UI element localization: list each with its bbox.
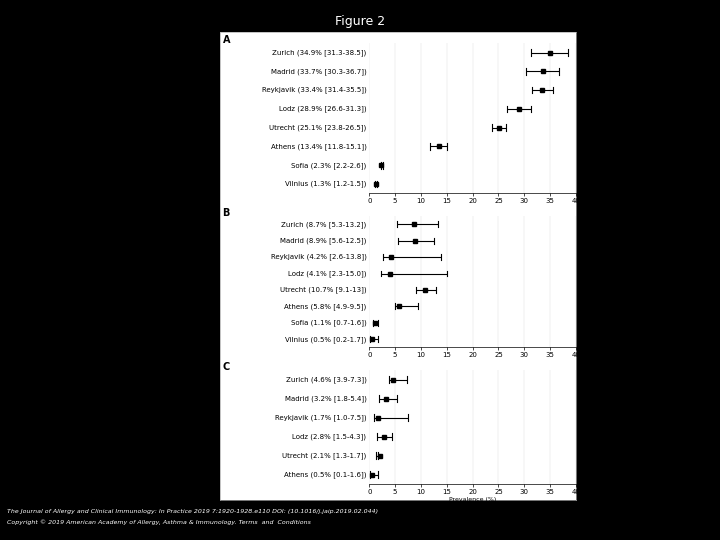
Text: Zurich (34.9% [31.3-38.5]): Zurich (34.9% [31.3-38.5]) xyxy=(272,49,366,56)
Text: Figure 2: Figure 2 xyxy=(335,15,385,28)
Text: Reykjavik (4.2% [2.6-13.8]): Reykjavik (4.2% [2.6-13.8]) xyxy=(271,254,366,260)
Text: Madrid (8.9% [5.6-12.5]): Madrid (8.9% [5.6-12.5]) xyxy=(280,237,366,244)
Text: Madrid (33.7% [30.3-36.7]): Madrid (33.7% [30.3-36.7]) xyxy=(271,68,366,75)
Text: The Journal of Allergy and Clinical Immunology: In Practice 2019 7:1920-1928.e11: The Journal of Allergy and Clinical Immu… xyxy=(7,509,378,514)
Text: Utrecht (2.1% [1.3-1.7]): Utrecht (2.1% [1.3-1.7]) xyxy=(282,453,366,459)
Text: Sofia (1.1% [0.7-1.6]): Sofia (1.1% [0.7-1.6]) xyxy=(291,320,366,326)
Text: Zurich (4.6% [3.9-7.3]): Zurich (4.6% [3.9-7.3]) xyxy=(286,376,366,383)
Text: Vilnius (0.5% [0.2-1.7]): Vilnius (0.5% [0.2-1.7]) xyxy=(285,336,366,343)
Text: Zurich (8.7% [5.3-13.2]): Zurich (8.7% [5.3-13.2]) xyxy=(281,221,366,228)
Text: Utrecht (25.1% [23.8-26.5]): Utrecht (25.1% [23.8-26.5]) xyxy=(269,124,366,131)
Text: A: A xyxy=(222,35,230,45)
Text: B: B xyxy=(222,208,230,218)
Text: Utrecht (10.7% [9.1-13]): Utrecht (10.7% [9.1-13]) xyxy=(280,287,366,293)
Text: Reykjavik (1.7% [1.0-7.5]): Reykjavik (1.7% [1.0-7.5]) xyxy=(275,414,366,421)
Text: Athens (0.5% [0.1-1.6]): Athens (0.5% [0.1-1.6]) xyxy=(284,471,366,478)
Text: Madrid (3.2% [1.8-5.4]): Madrid (3.2% [1.8-5.4]) xyxy=(284,395,366,402)
Text: Lodz (2.8% [1.5-4.3]): Lodz (2.8% [1.5-4.3]) xyxy=(292,434,366,440)
Text: Athens (5.8% [4.9-9.5]): Athens (5.8% [4.9-9.5]) xyxy=(284,303,366,310)
Text: Lodz (4.1% [2.3-15.0]): Lodz (4.1% [2.3-15.0]) xyxy=(288,270,366,277)
Text: Athens (13.4% [11.8-15.1]): Athens (13.4% [11.8-15.1]) xyxy=(271,143,366,150)
Text: Reykjavik (33.4% [31.4-35.5]): Reykjavik (33.4% [31.4-35.5]) xyxy=(261,87,366,93)
Text: Lodz (28.9% [26.6-31.3]): Lodz (28.9% [26.6-31.3]) xyxy=(279,105,366,112)
Text: Vilnius (1.3% [1.2-1.5]): Vilnius (1.3% [1.2-1.5]) xyxy=(285,180,366,187)
Text: C: C xyxy=(222,362,230,372)
Text: Sofia (2.3% [2.2-2.6]): Sofia (2.3% [2.2-2.6]) xyxy=(291,162,366,168)
X-axis label: Prevalence (%): Prevalence (%) xyxy=(449,497,496,502)
Text: Copyright © 2019 American Academy of Allergy, Asthma & Immunology. Terms  and  C: Copyright © 2019 American Academy of All… xyxy=(7,519,311,525)
